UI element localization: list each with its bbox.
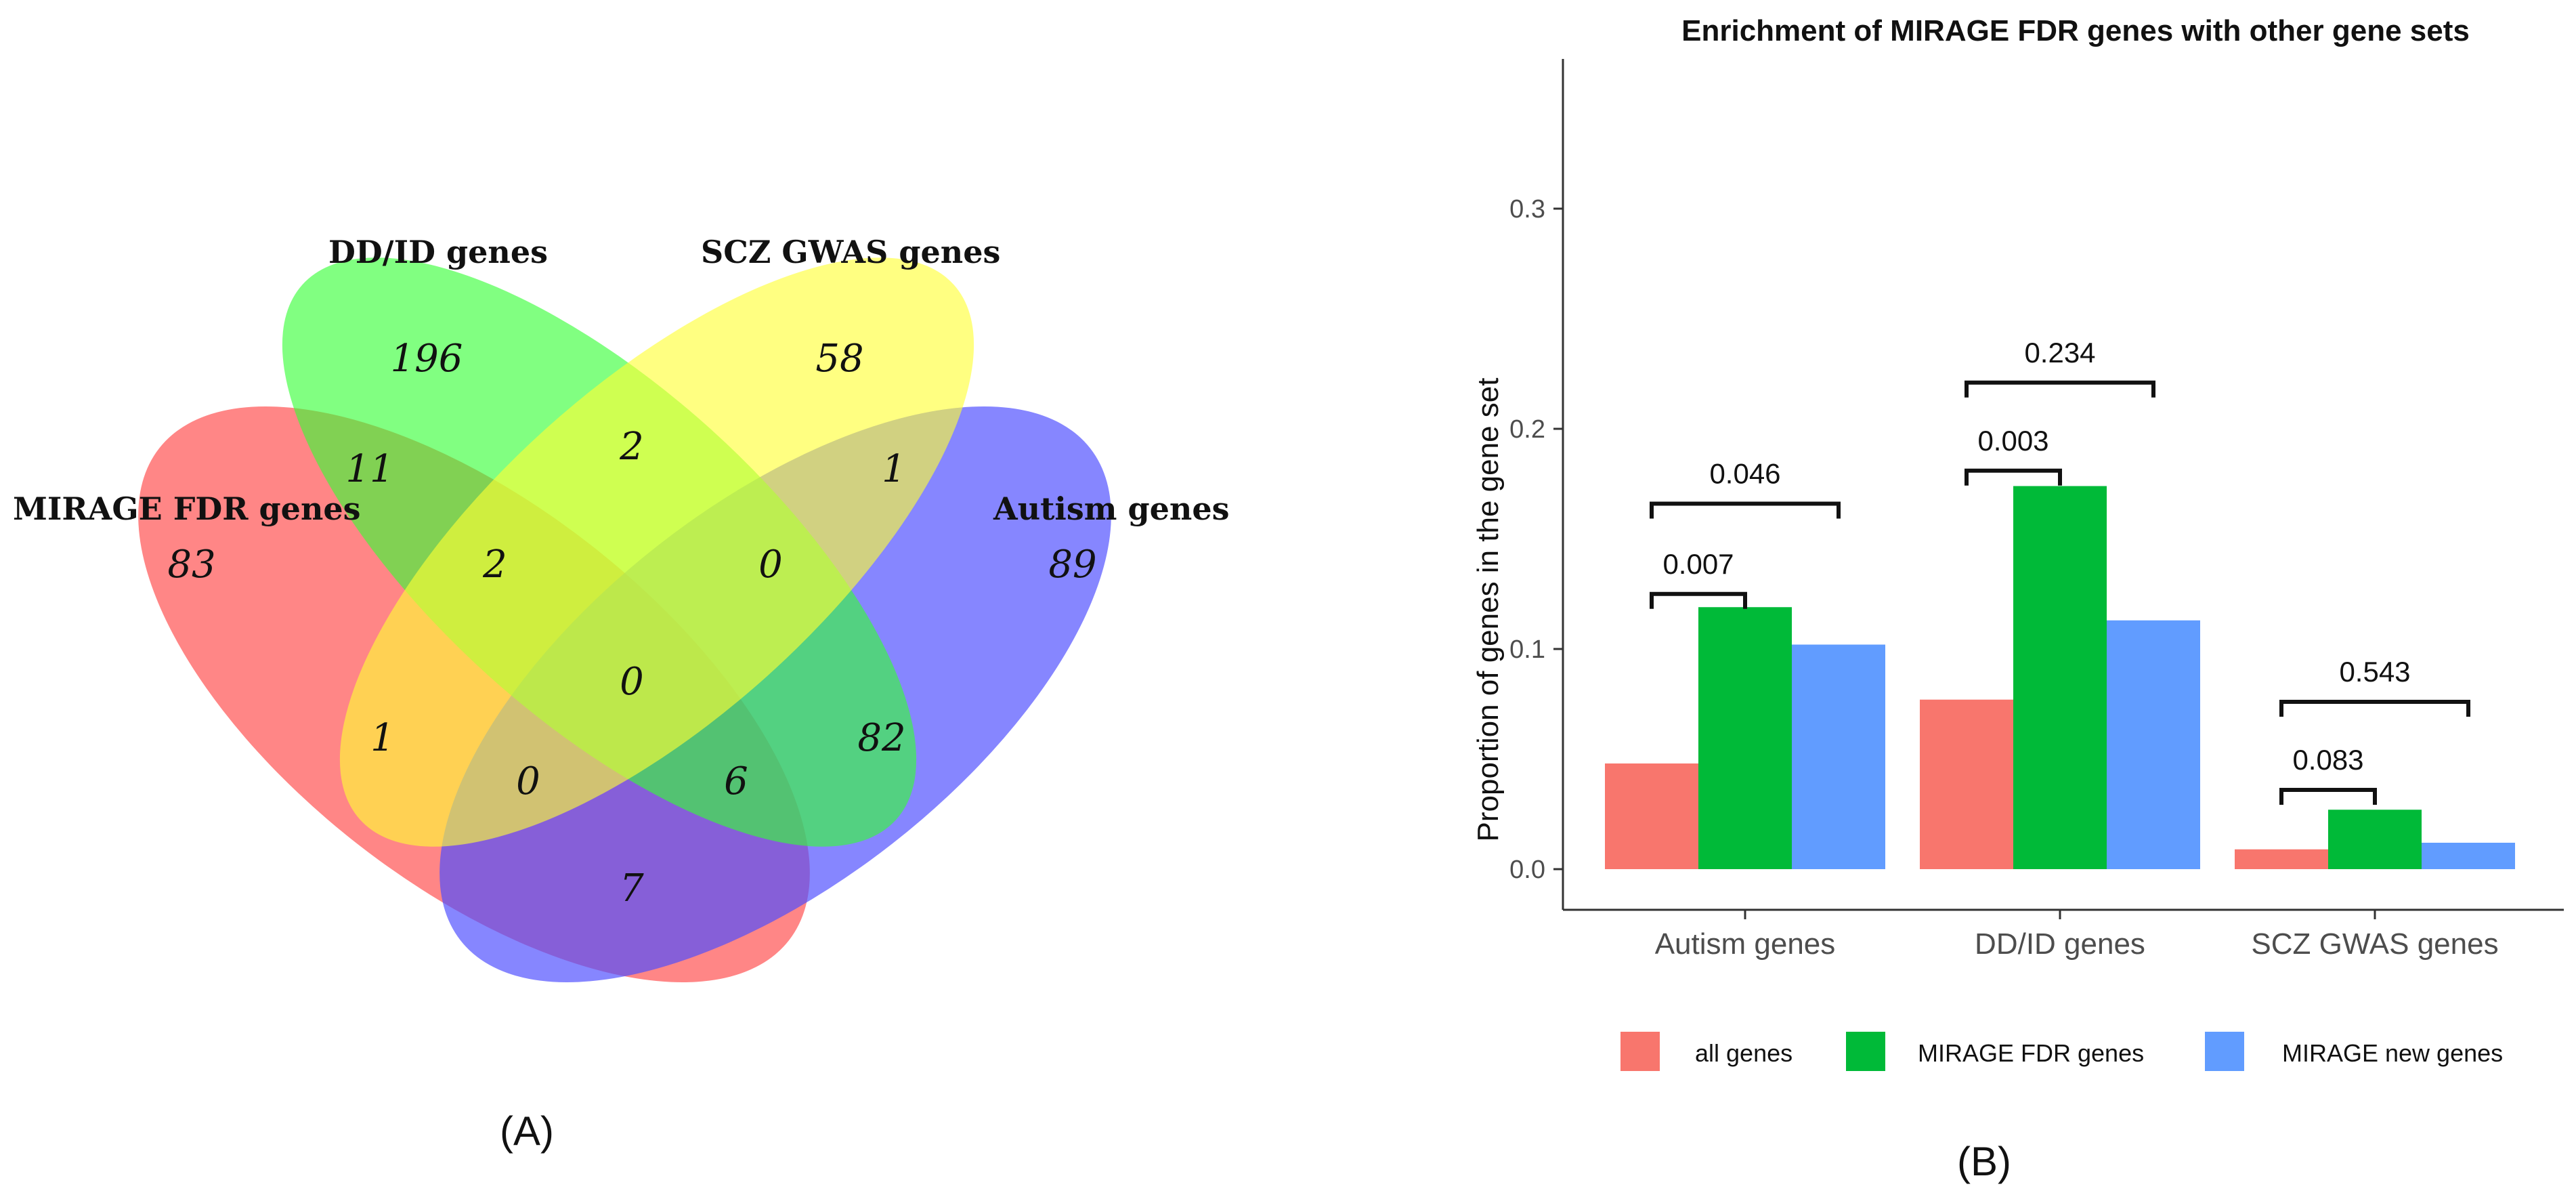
y-axis: 0.0 0.1 0.2 0.3 [1509, 195, 1563, 884]
significance-bracket [1965, 380, 2155, 398]
bar [1698, 607, 1792, 869]
bar [2235, 849, 2328, 869]
legend-swatch-all-genes [1620, 1032, 1660, 1071]
venn-count-mirage-autism: 7 [620, 866, 644, 910]
bar [2422, 843, 2515, 869]
p-value-label: 0.543 [2339, 656, 2410, 688]
bars-group [1605, 486, 2515, 869]
y-axis-title: Proportion of genes in the gene set [1472, 378, 1505, 842]
x-tick-label: SCZ GWAS genes [2251, 927, 2498, 961]
venn-count-ddid-scz-autism: 0 [758, 543, 783, 587]
y-tick-label: 0.1 [1509, 635, 1545, 664]
venn-set-scz [339, 257, 974, 847]
p-value-label: 0.003 [1977, 425, 2048, 457]
p-value-label: 0.007 [1662, 548, 1734, 580]
legend: all genes MIRAGE FDR genes MIRAGE new ge… [1620, 1032, 2503, 1071]
p-value-label: 0.046 [1709, 458, 1780, 490]
x-axis: Autism genes DD/ID genes SCZ GWAS genes [1655, 910, 2499, 961]
venn-count-ddid-scz: 2 [619, 425, 644, 469]
venn-count-autism-only: 89 [1048, 543, 1096, 587]
bar [2013, 486, 2107, 869]
legend-label-mirage-new: MIRAGE new genes [2282, 1039, 2503, 1067]
venn-label-scz: SCZ GWAS genes [701, 234, 1000, 270]
bar [1605, 763, 1698, 869]
venn-count-mirage-scz: 1 [370, 716, 395, 760]
legend-label-mirage-fdr: MIRAGE FDR genes [1918, 1039, 2144, 1067]
venn-count-mirage-ddid-autism: 6 [724, 759, 748, 803]
y-tick-label: 0.3 [1509, 195, 1545, 224]
p-value-label: 0.083 [2292, 744, 2363, 776]
venn-label-ddid: DD/ID genes [328, 234, 548, 270]
chart-title: Enrichment of MIRAGE FDR genes with othe… [1681, 14, 2470, 47]
venn-count-mirage-ddid-scz: 2 [482, 543, 507, 587]
significance-annotations: 0.007 0.046 0.003 0.234 0.083 0.543 [1650, 337, 2470, 805]
legend-swatch-mirage-fdr [1846, 1032, 1885, 1071]
venn-count-mirage-only: 83 [167, 543, 215, 587]
bar-chart: Enrichment of MIRAGE FDR genes with othe… [1472, 14, 2564, 1071]
venn-count-all-four: 0 [620, 660, 644, 704]
bar [1920, 699, 2013, 869]
legend-swatch-mirage-new [2205, 1032, 2244, 1071]
bar [1792, 644, 1885, 869]
legend-label-all-genes: all genes [1695, 1039, 1793, 1067]
y-tick-label: 0.2 [1509, 415, 1545, 444]
significance-bracket [1650, 501, 1841, 519]
x-tick-label: Autism genes [1655, 927, 1836, 961]
venn-count-mirage-scz-autism: 0 [516, 759, 540, 803]
venn-label-mirage: MIRAGE FDR genes [13, 490, 361, 527]
venn-count-scz-autism: 1 [882, 447, 906, 491]
panel-a-label: (A) [500, 1108, 554, 1154]
bar [2328, 810, 2422, 869]
venn-label-autism: Autism genes [993, 490, 1229, 527]
venn-count-ddid-only: 196 [391, 337, 463, 381]
y-tick-label: 0.0 [1509, 856, 1545, 884]
significance-bracket [1965, 468, 2062, 486]
significance-bracket [1650, 591, 1747, 609]
significance-bracket [2279, 700, 2470, 717]
venn-count-scz-only: 58 [815, 337, 863, 381]
venn-count-ddid-autism: 82 [857, 716, 905, 760]
x-tick-label: DD/ID genes [1975, 927, 2145, 961]
venn-count-mirage-ddid: 11 [345, 447, 393, 491]
p-value-label: 0.234 [2024, 337, 2095, 369]
significance-bracket [2279, 788, 2377, 805]
panel-b-label: (B) [1957, 1139, 2011, 1184]
venn-diagram: MIRAGE FDR genes DD/ID genes SCZ GWAS ge… [13, 234, 1229, 983]
bar [2107, 620, 2200, 869]
